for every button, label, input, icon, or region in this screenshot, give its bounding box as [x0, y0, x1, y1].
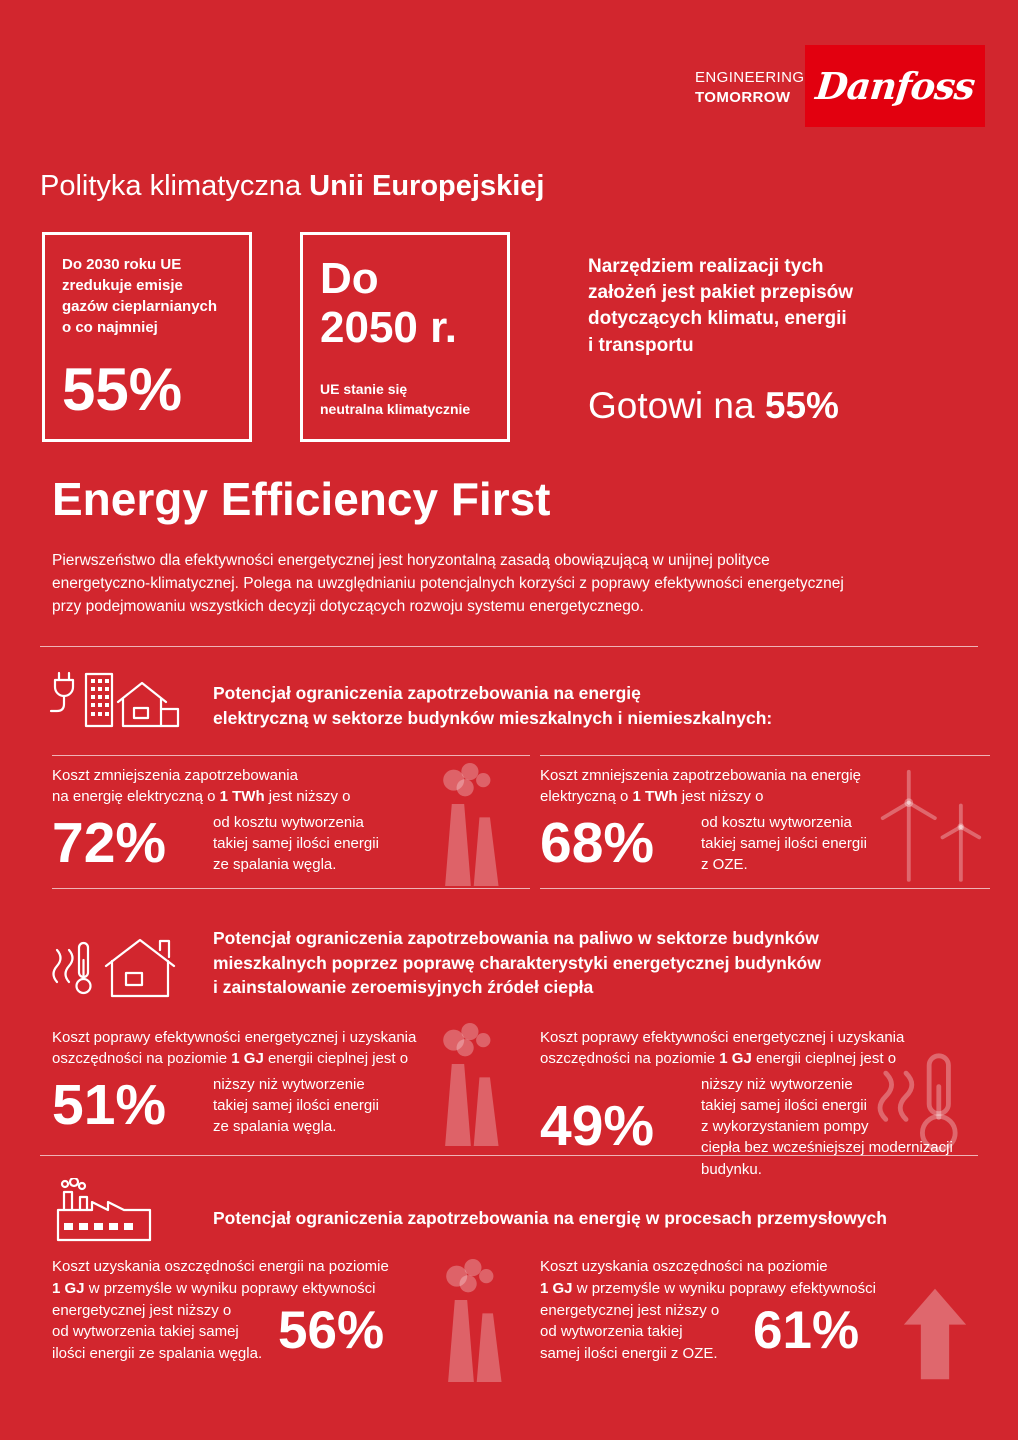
- apartment-building-icon: [84, 672, 114, 728]
- stat-value-72: 72%: [52, 811, 167, 876]
- intro-bold: 1 GJ: [540, 1279, 573, 1297]
- intro-bold: 1 TWh: [219, 788, 265, 806]
- intro-pre: Koszt uzyskania oszczędności na poziomie: [540, 1258, 828, 1275]
- policy-tools-block: Narzędziem realizacji tych założeń jest …: [588, 254, 988, 427]
- stat-value-68: 68%: [540, 811, 655, 876]
- box-2050-line1: Do: [320, 254, 379, 303]
- engineering-tomorrow-tagline: ENGINEERING TOMORROW: [695, 68, 804, 107]
- heat-waves-icon: [52, 948, 62, 984]
- section3-left-text: Koszt uzyskania oszczędności energii na …: [52, 1256, 492, 1365]
- tagline-line1: ENGINEERING: [695, 69, 805, 86]
- danfoss-logo-text: Danfoss: [813, 64, 977, 108]
- intro-pre: Koszt uzyskania oszczędności energii na …: [52, 1258, 389, 1275]
- intro-pre: Koszt zmniejszenia zapotrzebowania na en…: [52, 767, 298, 806]
- policy-tools-text: Narzędziem realizacji tych założeń jest …: [588, 256, 854, 356]
- house-icon: [116, 681, 168, 704]
- intro-pre: Koszt zmniejszenia zapotrzebowania na en…: [540, 767, 862, 806]
- energy-efficiency-first-heading: Energy Efficiency First: [52, 473, 551, 525]
- box-2050-subtext: UE stanie się neutralna klimatycznie: [320, 380, 471, 417]
- box-2030-text: Do 2030 roku UE zredukuje emisje gazów c…: [62, 256, 218, 336]
- section2-right-stat: Koszt poprawy efektywności energetycznej…: [540, 1018, 1010, 1180]
- intro-bold: 1 GJ: [231, 1050, 264, 1068]
- intro-post: w przemyśle w wyniku poprawy efektywnośc…: [540, 1279, 876, 1362]
- section1-left-stat: Koszt zmniejszenia zapotrzebowania na en…: [52, 755, 530, 889]
- box-2030-value: 55%: [62, 356, 183, 423]
- stat-value-61: 61%: [753, 1301, 860, 1360]
- box-2050-line2: 2050 r.: [320, 303, 458, 353]
- section1-left-intro: Koszt zmniejszenia zapotrzebowania na en…: [52, 756, 530, 808]
- coal-plant-watermark-icon: [443, 762, 499, 886]
- section2-right-value-row: 49% niższy niż wytworzenie takiej samej …: [540, 1074, 1010, 1180]
- section3-icons: [52, 1176, 156, 1249]
- page-title-regular: Polityka klimatyczna: [40, 170, 310, 202]
- intro-post: jest niższy o: [677, 788, 764, 806]
- stat-desc: od kosztu wytworzenia takiej samej ilośc…: [701, 813, 867, 874]
- section1-right-intro: Koszt zmniejszenia zapotrzebowania na en…: [540, 756, 990, 808]
- section3-right-text: Koszt uzyskania oszczędności na poziomie…: [540, 1256, 990, 1365]
- intro-post: jest niższy o: [264, 788, 351, 806]
- house-icon: [104, 938, 176, 968]
- plug-building-house-icon: [49, 671, 180, 728]
- box-2050-target: Do 2050 r. UE stanie się neutralna klima…: [300, 232, 510, 442]
- fit-for-55-line: Gotowi na 55%: [588, 385, 988, 427]
- section1-right-value-row: 68% od kosztu wytworzenia takiej samej i…: [540, 812, 990, 876]
- stat-value-56: 56%: [278, 1301, 385, 1360]
- section2-left-intro: Koszt poprawy efektywności energetycznej…: [52, 1018, 530, 1070]
- section1-heading: Potencjał ograniczenia zapotrzebowania n…: [213, 683, 773, 728]
- coal-plant-watermark-icon: [443, 1022, 499, 1146]
- section2-heading: Potencjał ograniczenia zapotrzebowania n…: [213, 928, 821, 997]
- fit-for-55-regular: Gotowi na: [588, 384, 765, 426]
- intro-bold: 1 GJ: [719, 1050, 752, 1068]
- intro-pre: Koszt poprawy efektywności energetycznej…: [52, 1029, 417, 1068]
- plug-icon: [57, 671, 71, 682]
- page-title-bold: Unii Europejskiej: [309, 170, 545, 202]
- section2-left-stat: Koszt poprawy efektywności energetycznej…: [52, 1018, 530, 1137]
- intro-pre: Koszt poprawy efektywności energetycznej…: [540, 1029, 905, 1068]
- heating-house-icon: [52, 938, 176, 998]
- intro-post: energii cieplnej jest o: [263, 1050, 409, 1068]
- section3-right-stat: Koszt uzyskania oszczędności na poziomie…: [540, 1256, 990, 1396]
- section1-left-value-row: 72% od kosztu wytworzenia takiej samej i…: [52, 812, 530, 876]
- intro-post: energii cieplnej jest o: [751, 1050, 897, 1068]
- section2-left-value-row: 51% niższy niż wytworzenie takiej samej …: [52, 1074, 530, 1138]
- section2-right-intro: Koszt poprawy efektywności energetycznej…: [540, 1018, 1010, 1070]
- page-title: Polityka klimatyczna Unii Europejskiej: [40, 170, 544, 203]
- intro-post: w przemyśle w wyniku poprawy ektywności …: [52, 1279, 376, 1362]
- coal-plant-watermark-icon: [446, 1258, 502, 1382]
- wind-turbines-watermark-icon: [880, 769, 982, 882]
- energy-efficiency-first-paragraph: Pierwszeństwo dla efektywności energetyc…: [52, 552, 844, 615]
- tagline-line2: TOMORROW: [695, 88, 791, 106]
- box-2030-target: Do 2030 roku UE zredukuje emisje gazów c…: [42, 232, 252, 442]
- section3-left-stat: Koszt uzyskania oszczędności energii na …: [52, 1256, 492, 1396]
- stat-desc: niższy niż wytworzenie takiej samej iloś…: [701, 1075, 953, 1178]
- fit-for-55-bold: 55%: [764, 384, 839, 426]
- stat-value-51: 51%: [52, 1073, 167, 1138]
- stat-desc: od kosztu wytworzenia takiej samej ilośc…: [213, 813, 379, 874]
- stat-value-49: 49%: [540, 1094, 655, 1159]
- danfoss-logo: Danfoss: [805, 45, 985, 127]
- section1-icons: [48, 668, 198, 737]
- section1-right-stat: Koszt zmniejszenia zapotrzebowania na en…: [540, 755, 990, 889]
- divider: [40, 646, 978, 647]
- up-arrow-watermark-icon: [903, 1288, 967, 1380]
- intro-bold: 1 GJ: [52, 1279, 85, 1297]
- section3-heading: Potencjał ograniczenia zapotrzebowania n…: [213, 1208, 887, 1228]
- intro-bold: 1 TWh: [632, 788, 678, 806]
- thermometer-heat-watermark-icon: [877, 1053, 958, 1152]
- factory-icon: [56, 1176, 152, 1242]
- divider: [40, 1155, 978, 1156]
- section2-icons: [48, 930, 198, 1007]
- stat-desc: niższy niż wytworzenie takiej samej iloś…: [213, 1075, 379, 1136]
